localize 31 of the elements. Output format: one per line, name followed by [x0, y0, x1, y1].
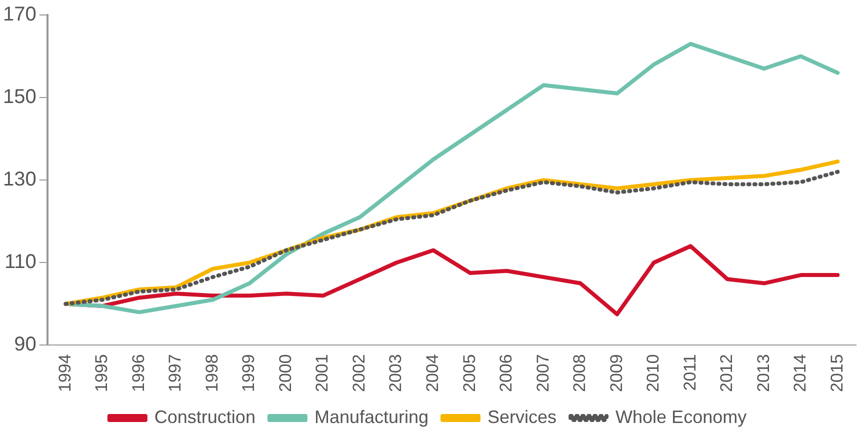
x-tick-label: 2011	[680, 354, 700, 391]
x-tick-label: 2012	[717, 354, 736, 392]
x-tick-label: 2006	[496, 354, 516, 392]
x-tick-label: 2002	[349, 354, 368, 392]
x-tick-label: 2009	[606, 354, 626, 392]
x-tick-label: 1995	[92, 354, 112, 392]
legend-label: Construction	[154, 406, 256, 427]
x-tick-label: 2003	[386, 354, 406, 392]
x-tick-label: 2010	[644, 354, 663, 392]
x-tick-label: 2001	[312, 354, 332, 392]
y-tick-label: 130	[2, 168, 36, 191]
x-tick-label: 1998	[202, 354, 222, 392]
x-tick-label: 2015	[827, 354, 846, 392]
legend-label: Whole Economy	[616, 406, 747, 427]
x-tick-label: 1996	[128, 354, 148, 392]
legend-label: Manufacturing	[314, 406, 429, 427]
y-tick-label: 170	[2, 4, 36, 26]
x-tick-label: 1997	[166, 354, 185, 392]
legend-label: Services	[488, 406, 557, 427]
x-tick-label: 2014	[790, 354, 810, 392]
x-tick-label: 2004	[422, 354, 442, 392]
y-tick-label: 150	[2, 86, 36, 108]
x-tick-label: 2007	[533, 354, 552, 392]
y-tick-label: 90	[14, 334, 36, 356]
x-tick-label: 2000	[276, 354, 295, 392]
x-tick-label: 2013	[754, 354, 773, 392]
x-tick-label: 1999	[239, 354, 258, 392]
x-tick-label: 2005	[460, 354, 479, 392]
x-tick-label: 2008	[570, 354, 590, 392]
y-tick-label: 110	[4, 251, 36, 274]
x-tick-label: 1994	[55, 354, 74, 392]
